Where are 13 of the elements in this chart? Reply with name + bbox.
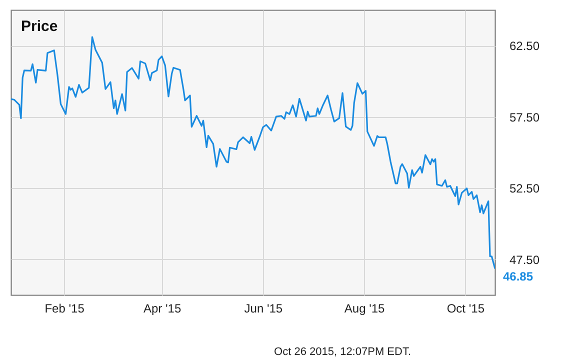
- line-series: [11, 36, 495, 270]
- x-tick-label: Jun '15: [244, 302, 283, 316]
- text: Oct 26 2015, 12:07PM EDT.: [274, 346, 411, 358]
- y-tick-label: 57.50: [510, 110, 540, 124]
- text: Price: [21, 18, 58, 35]
- x-tick-label: Aug '15: [344, 302, 386, 316]
- annotation: 46.85: [503, 270, 534, 284]
- y-tick-label: 47.50: [510, 252, 540, 267]
- x-tick-label: Feb '15: [44, 302, 85, 316]
- x-tick-label: Apr '15: [144, 302, 182, 316]
- x-tick-label: Oct '15: [446, 302, 485, 316]
- y-tick-label: 62.50: [510, 39, 540, 54]
- y-tick-label: 52.50: [510, 182, 540, 196]
